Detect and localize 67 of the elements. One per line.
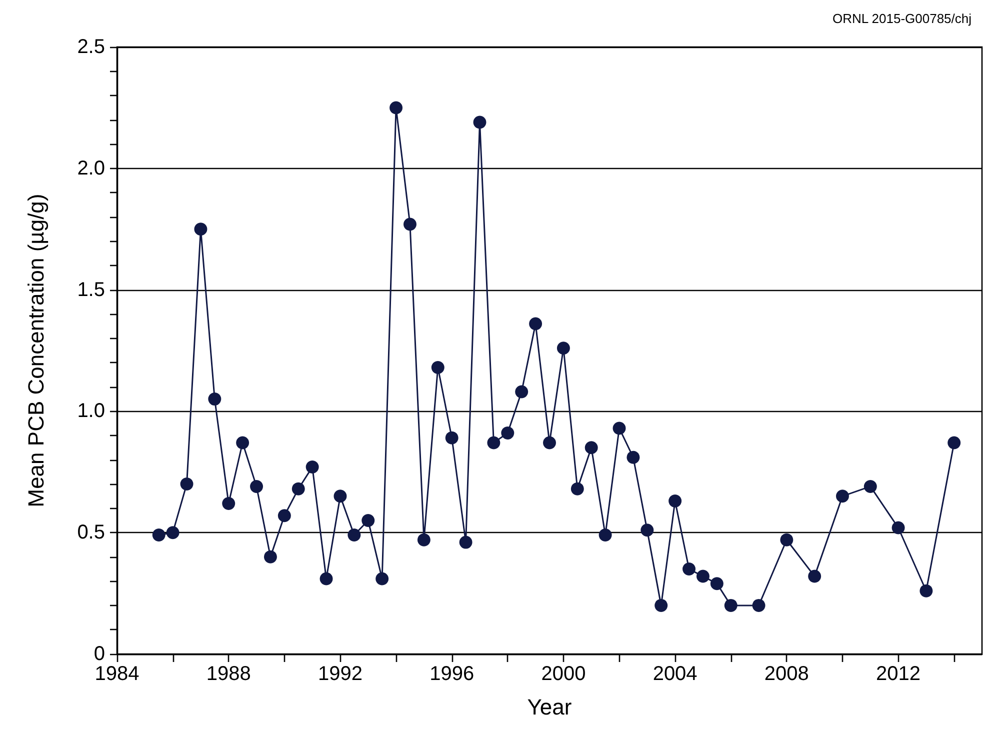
point (612, 422, 626, 435)
point (752, 598, 766, 612)
point (710, 577, 724, 590)
point (376, 572, 389, 586)
y-axis-title: Mean PCB Concentration (µg/g) (24, 194, 48, 508)
point (598, 528, 612, 542)
point (836, 490, 849, 503)
point (501, 426, 514, 440)
y-tick-label: 0.5 (77, 522, 105, 544)
point (654, 598, 668, 612)
point (236, 436, 250, 450)
point (166, 526, 180, 540)
point (250, 480, 264, 493)
x-tick-label: 1988 (206, 663, 251, 685)
x-tick-label: 1996 (430, 663, 474, 685)
point (948, 436, 961, 450)
point (362, 514, 375, 527)
point (584, 441, 598, 454)
x-tick-label: 1984 (94, 663, 140, 685)
point (724, 598, 738, 612)
point (445, 431, 458, 444)
point (292, 482, 305, 496)
point (194, 222, 208, 236)
point (892, 521, 905, 534)
x-tick-label: 2000 (541, 663, 586, 685)
point (668, 494, 682, 508)
point (403, 218, 416, 231)
point (696, 570, 710, 583)
point (348, 528, 361, 542)
point (780, 533, 794, 546)
point (640, 524, 654, 537)
point (529, 317, 542, 330)
point (626, 450, 640, 464)
point (306, 460, 319, 474)
point (152, 528, 166, 542)
point (390, 101, 403, 114)
text: ORNL 2015-G00785/chj (832, 11, 972, 26)
point (417, 533, 430, 546)
point (570, 482, 584, 496)
point (487, 436, 500, 450)
point (920, 584, 933, 598)
point (334, 490, 347, 503)
y-tick-label: 1.5 (77, 278, 105, 301)
point (473, 116, 486, 129)
point (515, 385, 528, 398)
x-tick-label: 2012 (876, 663, 921, 685)
point (180, 478, 194, 491)
point (222, 496, 236, 510)
point (320, 572, 333, 586)
x-tick-label: 1992 (318, 663, 362, 685)
point (264, 550, 277, 564)
y-tick-label: 2.5 (77, 36, 105, 58)
point (556, 342, 570, 355)
y-tick-label: 0 (94, 643, 105, 665)
point (808, 570, 822, 583)
x-axis-title: Year (527, 694, 572, 720)
point (864, 480, 877, 493)
x-tick-label: 2008 (764, 663, 809, 685)
point (208, 392, 222, 406)
point (459, 536, 472, 549)
point (682, 562, 696, 576)
x-tick-label: 2004 (652, 663, 698, 685)
y-tick-label: 1.0 (77, 400, 105, 422)
point (278, 509, 291, 522)
point (431, 361, 444, 374)
y-tick-label: 2.0 (77, 157, 105, 180)
point (543, 436, 556, 450)
